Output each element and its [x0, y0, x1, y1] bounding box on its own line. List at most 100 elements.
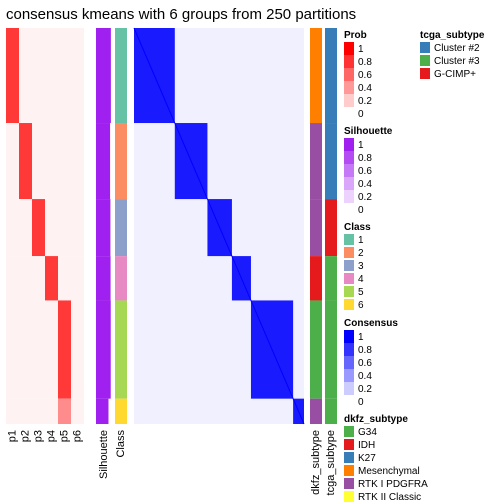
legend-tick-1-5: 0 — [358, 205, 364, 216]
class-cell-2 — [115, 123, 127, 200]
prob-cell-p6-class-3 — [71, 199, 84, 257]
legend-label-5-0: Cluster #2 — [434, 43, 480, 54]
legend-swatch-0-4 — [344, 94, 354, 107]
prob-cell-p3-class-4 — [32, 256, 45, 301]
silhouette-bar-class-6 — [96, 398, 109, 424]
legend-swatch-4-5 — [344, 491, 354, 502]
legend-swatch-1-2 — [344, 164, 354, 177]
prob-cell-p1-class-3 — [6, 199, 19, 257]
prob-cell-p5-class-5 — [58, 300, 71, 399]
tcga-subtype-cell-class-4 — [325, 256, 337, 301]
prob-cell-p4-class-6 — [45, 398, 58, 424]
legend-swatch-3-1 — [344, 343, 354, 356]
prob-cell-p5-class-3 — [58, 199, 71, 257]
column-labels: p1 p2 p3 p4 p5 p6 Silhouette Class dkfz_subtype t… — [6, 430, 337, 496]
prob-cell-p4-class-3 — [45, 199, 58, 257]
column-label-tcga-subtype: tcga_subtype — [325, 430, 337, 495]
legend-tick-3-4: 0.2 — [358, 384, 372, 395]
legend-swatch-4-1 — [344, 439, 354, 450]
legend-label-4-4: RTK I PDGFRA — [358, 479, 428, 490]
legend-swatch-2-0 — [344, 234, 354, 245]
legend-swatch-5-2 — [420, 68, 430, 79]
legend-swatch-4-4 — [344, 478, 354, 489]
prob-cell-p2-class-4 — [19, 256, 32, 301]
class-annotation-column — [115, 28, 127, 424]
legend-label-4-2: K27 — [358, 453, 376, 464]
legend-swatch-5-0 — [420, 42, 430, 53]
legend-swatch-4-0 — [344, 426, 354, 437]
prob-cell-p2-class-3 — [19, 199, 32, 257]
legend-swatch-3-5 — [344, 395, 354, 408]
legend-tick-1-3: 0.4 — [358, 179, 372, 190]
legend-swatch-2-3 — [344, 273, 354, 284]
tcga-subtype-cell-class-3 — [325, 199, 337, 257]
legend-tick-3-2: 0.6 — [358, 358, 372, 369]
legend-tick-0-0: 1 — [358, 44, 364, 55]
legend-label-2-1: 2 — [358, 248, 364, 259]
legend-swatch-5-1 — [420, 55, 430, 66]
prob-cell-p4-class-1 — [45, 28, 58, 124]
prob-cell-p3-class-2 — [32, 123, 45, 200]
legend-swatch-4-2 — [344, 452, 354, 463]
prob-cell-p1-class-2 — [6, 123, 19, 200]
legend-label-2-5: 6 — [358, 300, 364, 311]
probability-heatmap — [6, 28, 84, 424]
prob-cell-p1-class-1 — [6, 28, 19, 124]
legend-swatch-1-0 — [344, 138, 354, 151]
class-cell-4 — [115, 256, 127, 301]
prob-cell-p1-class-4 — [6, 256, 19, 301]
prob-cell-p2-class-6 — [19, 398, 32, 424]
dkfz-subtype-cell-class-4 — [310, 256, 322, 301]
legend-swatch-0-3 — [344, 81, 354, 94]
column-label-silhouette: Silhouette — [98, 430, 110, 479]
legend-swatch-4-3 — [344, 465, 354, 476]
silhouette-bar-column — [96, 28, 111, 424]
dkfz-subtype-cell-class-3 — [310, 199, 322, 257]
dkfz-subtype-cell-class-1 — [310, 28, 322, 124]
prob-cell-p2-class-1 — [19, 28, 32, 124]
silhouette-bar-class-4 — [96, 256, 111, 301]
dkfz-subtype-cell-class-2 — [310, 123, 322, 200]
chart-title: consensus kmeans with 6 groups from 250 … — [6, 6, 357, 23]
legend-label-2-4: 5 — [358, 287, 364, 298]
column-label-dkfz-subtype: dkfz_subtype — [310, 430, 322, 495]
legend-swatch-3-3 — [344, 369, 354, 382]
prob-cell-p6-class-5 — [71, 300, 84, 399]
consensus-diagonal — [133, 27, 305, 425]
legend-swatch-0-5 — [344, 107, 354, 120]
class-cell-6 — [115, 398, 127, 424]
legend-swatch-3-2 — [344, 356, 354, 369]
legend-label-4-5: RTK II Classic — [358, 492, 421, 503]
tcga-subtype-cell-class-1 — [325, 28, 337, 124]
legend-label-4-0: G34 — [358, 427, 377, 438]
column-label-p1: p1 — [6, 430, 18, 442]
legend-label-5-1: Cluster #3 — [434, 56, 480, 67]
legend-label-4-3: Mesenchymal — [358, 466, 420, 477]
legend-swatch-3-0 — [344, 330, 354, 343]
tcga-subtype-cell-class-6 — [325, 398, 337, 424]
prob-cell-p4-class-4 — [45, 256, 58, 301]
legend-swatch-2-5 — [344, 299, 354, 310]
column-label-class: Class — [115, 430, 127, 458]
legend-tick-3-3: 0.4 — [358, 371, 372, 382]
column-label-p2: p2 — [19, 430, 31, 442]
prob-cell-p4-class-5 — [45, 300, 58, 399]
tcga-subtype-cell-class-2 — [325, 123, 337, 200]
legend-swatch-2-4 — [344, 286, 354, 297]
column-label-p6: p6 — [71, 430, 83, 442]
legend-label-4-1: IDH — [358, 440, 375, 451]
legend-title-3: Consensus — [344, 318, 398, 329]
prob-cell-p1-class-6 — [6, 398, 19, 424]
legend-title-4: dkfz_subtype — [344, 414, 408, 425]
prob-cell-p5-class-6 — [58, 398, 71, 424]
dkfz-subtype-cell-class-6 — [310, 398, 322, 424]
legend-tick-3-1: 0.8 — [358, 345, 372, 356]
legend-tick-0-2: 0.6 — [358, 70, 372, 81]
prob-cell-p4-class-2 — [45, 123, 58, 200]
class-cell-5 — [115, 300, 127, 399]
legend-tick-0-5: 0 — [358, 109, 364, 120]
legend-swatch-0-1 — [344, 55, 354, 68]
legend-tick-1-0: 1 — [358, 140, 364, 151]
legend-tick-0-1: 0.8 — [358, 57, 372, 68]
column-label-p5: p5 — [58, 430, 70, 442]
